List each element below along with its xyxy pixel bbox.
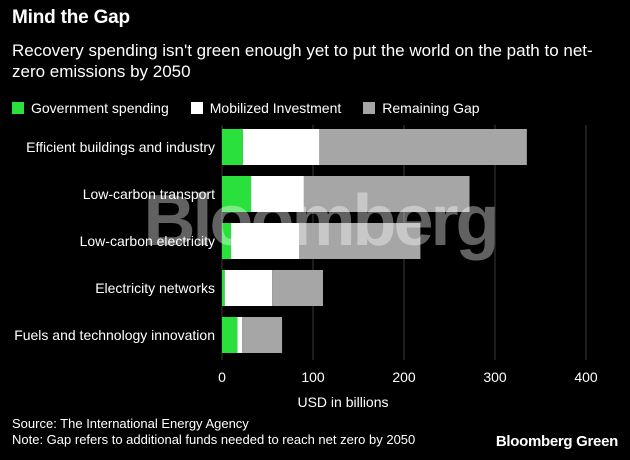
- bar-segment-mobilized: [237, 317, 243, 353]
- x-tick-300: 300: [483, 369, 507, 385]
- category-labels: Efficient buildings and industry Low-carb…: [14, 139, 215, 343]
- bar-segment-gap: [299, 223, 421, 259]
- bar-segment-mobilized: [242, 129, 320, 165]
- x-tick-400: 400: [574, 369, 598, 385]
- legend-swatch-mobilized: [190, 102, 203, 114]
- x-tick-labels: 0 100 200 300 400: [218, 369, 598, 385]
- x-axis-label: USD in billions: [297, 394, 389, 410]
- brand-logo: Bloomberg Green: [495, 433, 618, 450]
- bar-segment-gap: [319, 129, 527, 165]
- legend-swatch-gap: [363, 102, 376, 114]
- legend-label-gap: Remaining Gap: [382, 100, 480, 116]
- x-tick-0: 0: [218, 369, 226, 385]
- legend-label-mobilized: Mobilized Investment: [209, 100, 342, 116]
- legend: Government spending Mobilized Investment…: [12, 100, 502, 116]
- source-note: Source: The International Energy Agency: [12, 416, 249, 431]
- legend-item-gap: Remaining Gap: [363, 100, 480, 116]
- bar-segment-gap: [272, 270, 324, 306]
- chart-title: Mind the Gap: [12, 7, 130, 28]
- footer: Source: The International Energy Agency …: [12, 416, 415, 448]
- bars: [222, 129, 527, 353]
- bar-segment-gap: [242, 317, 283, 353]
- bar-segment-mobilized: [251, 176, 304, 212]
- legend-label-government: Government spending: [31, 100, 169, 116]
- x-tick-100: 100: [301, 369, 325, 385]
- bar-segment-mobilized: [224, 270, 273, 306]
- x-tick-200: 200: [392, 369, 416, 385]
- category-label: Low-carbon transport: [83, 186, 215, 202]
- bar-segment-government: [222, 176, 252, 212]
- legend-item-mobilized: Mobilized Investment: [190, 100, 342, 116]
- bar-chart: Efficient buildings and industry Low-carb…: [14, 125, 598, 385]
- bar-segment-government: [222, 270, 225, 306]
- category-label: Efficient buildings and industry: [26, 139, 215, 155]
- bar-segment-gap: [303, 176, 470, 212]
- category-label: Electricity networks: [95, 280, 215, 296]
- category-label: Fuels and technology innovation: [14, 327, 215, 343]
- legend-item-government: Government spending: [12, 100, 169, 116]
- gap-note: Note: Gap refers to additional funds nee…: [12, 432, 416, 447]
- bar-segment-government: [222, 129, 243, 165]
- legend-swatch-government: [12, 102, 24, 114]
- chart-subtitle: Recovery spending isn't green enough yet…: [12, 41, 593, 81]
- category-label: Low-carbon electricity: [80, 233, 215, 249]
- bar-segment-government: [222, 223, 232, 259]
- bar-segment-government: [222, 317, 238, 353]
- bar-segment-mobilized: [231, 223, 300, 259]
